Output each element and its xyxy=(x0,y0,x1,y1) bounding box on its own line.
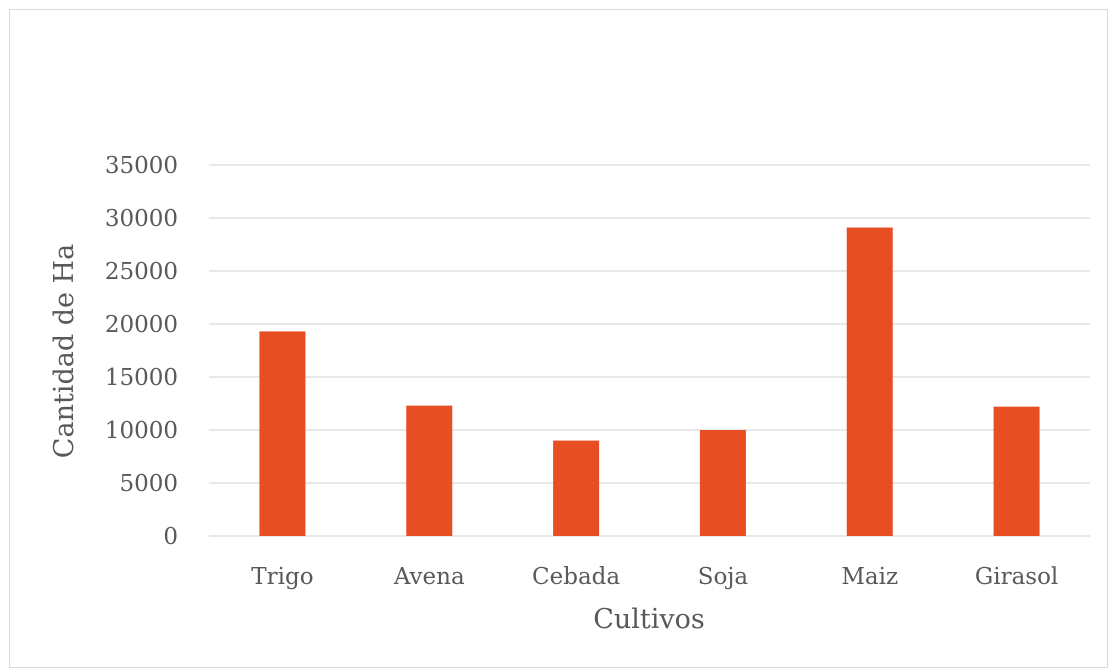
gridlines xyxy=(209,164,1090,537)
y-tick-label: 35000 xyxy=(105,153,178,179)
bar-cebada xyxy=(553,440,600,536)
y-tick-labels: 0 5000 10000 15000 20000 25000 30000 35000 xyxy=(105,153,178,550)
x-tick-label: Soja xyxy=(698,564,749,590)
bars xyxy=(259,227,1040,537)
x-axis-title: Cultivos xyxy=(593,604,705,635)
y-tick-label: 25000 xyxy=(105,259,178,285)
x-tick-label: Girasol xyxy=(975,564,1058,590)
y-tick-label: 20000 xyxy=(105,312,178,338)
bar-soja xyxy=(699,430,746,536)
bar-maiz xyxy=(846,227,893,537)
bar-avena xyxy=(406,405,453,536)
x-tick-label: Cebada xyxy=(532,564,620,590)
bar-trigo xyxy=(259,331,306,536)
y-tick-label: 15000 xyxy=(105,365,178,391)
y-tick-label: 10000 xyxy=(105,418,178,444)
x-tick-label: Trigo xyxy=(251,564,313,590)
y-axis-title: Cantidad de Ha xyxy=(49,244,80,458)
y-tick-label: 30000 xyxy=(105,206,178,232)
chart-frame xyxy=(9,9,1108,668)
y-tick-label: 5000 xyxy=(119,471,178,497)
x-tick-label: Maiz xyxy=(841,564,898,590)
bar-girasol xyxy=(993,406,1040,536)
y-tick-label: 0 xyxy=(163,524,178,550)
x-tick-labels: Trigo Avena Cebada Soja Maiz Girasol xyxy=(251,564,1058,590)
x-tick-label: Avena xyxy=(393,564,465,590)
